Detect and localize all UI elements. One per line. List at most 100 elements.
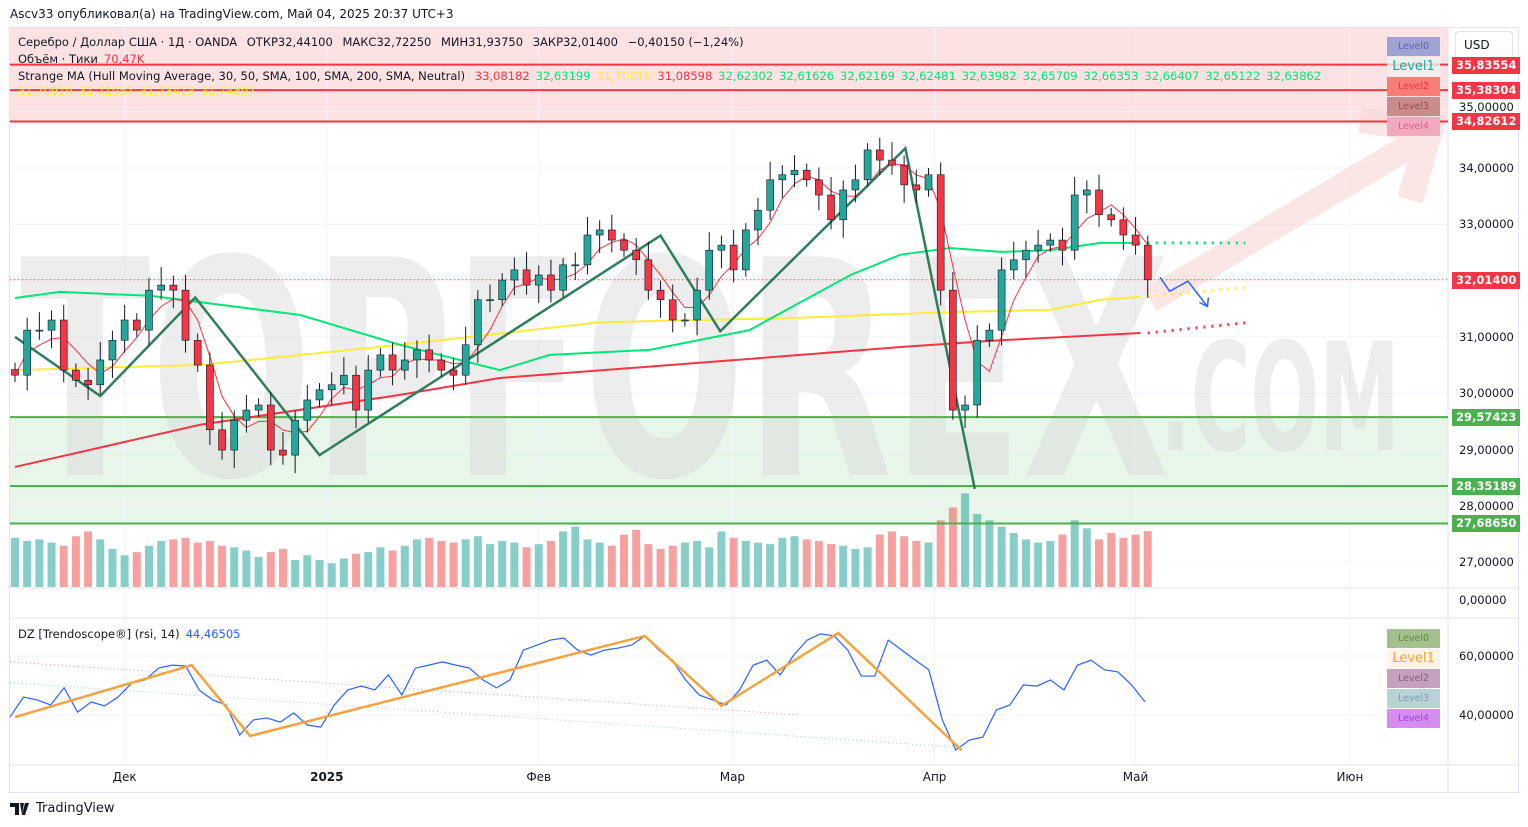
volume-bar: [534, 544, 543, 587]
volume-bar: [693, 540, 702, 587]
candle-body: [133, 319, 141, 331]
tradingview-logo[interactable]: TradingView: [10, 801, 115, 816]
volume-bar: [400, 545, 409, 587]
volume-bar: [157, 540, 166, 587]
ma-value: 32,66407: [1144, 69, 1200, 83]
volume-bar: [583, 539, 592, 587]
rsi-level-legend-0[interactable]: Level0: [1387, 629, 1440, 648]
candle-body: [620, 239, 628, 251]
open-value: ОТКР32,44100: [246, 35, 333, 49]
volume-bar: [766, 544, 775, 587]
candle-body: [705, 249, 714, 291]
volume-bar: [59, 545, 68, 587]
candle-body: [486, 299, 494, 302]
volume-bar: [278, 548, 287, 587]
candle-body: [936, 174, 945, 291]
volume-bar: [1143, 531, 1152, 587]
volume-bar: [961, 493, 970, 587]
candle-body: [364, 369, 373, 411]
volume-axis-tick: 0,00000: [1459, 593, 1507, 607]
sma100-line: [14, 295, 1141, 372]
volume-bar: [985, 520, 994, 587]
level-legend-2[interactable]: Level2: [1387, 77, 1440, 96]
candle-body: [303, 399, 312, 421]
volume-bar: [839, 545, 848, 587]
zigzag-line: [14, 145, 977, 490]
volume-bar: [120, 555, 129, 587]
volume-bar: [997, 526, 1006, 587]
candle-body: [534, 274, 543, 286]
volume-bar: [376, 547, 385, 587]
candle-body: [681, 319, 689, 322]
volume-bar: [23, 540, 32, 587]
candle-body: [559, 264, 567, 291]
volume-bar: [705, 547, 714, 587]
candle-body: [827, 194, 835, 221]
volume-bar: [912, 540, 921, 587]
candle-body: [875, 149, 884, 161]
candle-body: [1095, 189, 1103, 216]
ma-value: 32,63982: [961, 69, 1017, 83]
level-legend-3[interactable]: Level3: [1387, 97, 1440, 116]
volume-bar: [486, 544, 495, 587]
forecast-arrow-icon: [1159, 276, 1209, 307]
candle-body: [741, 229, 750, 271]
time-axis-tick: Июн: [1336, 770, 1364, 784]
volume-bar: [973, 513, 982, 587]
volume-bar: [71, 536, 80, 587]
level-legend-1[interactable]: Level1: [1387, 57, 1440, 76]
rsi-level-legend-2[interactable]: Level2: [1387, 669, 1440, 688]
ma-label[interactable]: Strange MA (Hull Moving Average, 30, 50,…: [18, 69, 466, 83]
rsi-level-legend-3[interactable]: Level3: [1387, 689, 1440, 708]
rsi-level-legend-4[interactable]: Level4: [1387, 709, 1440, 728]
candle-body: [888, 159, 896, 166]
volume-bar: [205, 540, 214, 587]
candle-body: [388, 354, 397, 371]
high-value: МАКС32,72250: [342, 35, 432, 49]
volume-bar: [936, 520, 945, 587]
volume-bar: [327, 563, 336, 587]
candle-body: [193, 339, 202, 366]
candle-body: [547, 274, 555, 291]
level-legend-0[interactable]: Level0: [1387, 37, 1440, 56]
candle-body: [340, 374, 348, 386]
candle-body: [656, 289, 665, 301]
rsi-level-legend-1[interactable]: Level1: [1387, 649, 1440, 668]
volume-label[interactable]: Объём · Тики: [18, 52, 98, 66]
candle-body: [1022, 249, 1030, 261]
volume-bar: [473, 536, 482, 587]
candle-body: [327, 384, 336, 391]
candle-body: [583, 234, 592, 266]
candle-body: [315, 389, 324, 401]
volume-bar: [84, 531, 93, 587]
ma-value: 31,74897...: [200, 84, 267, 98]
volume-bar: [449, 542, 458, 587]
rsi-axis-tick: 60,00000: [1459, 649, 1514, 663]
volume-bar: [266, 552, 275, 587]
price-axis-tick: 31,00000: [1459, 329, 1514, 344]
volume-bar: [169, 539, 178, 587]
candle-body: [608, 229, 616, 241]
volume-bar: [425, 537, 434, 587]
ma-value: 32,65122: [1205, 69, 1261, 83]
rsi-label[interactable]: DZ [Trendoscope®] (rsi, 14): [18, 627, 180, 641]
price-axis-tick: 33,00000: [1459, 217, 1514, 232]
price-axis-tick: 27,00000: [1459, 555, 1514, 570]
candle-body: [47, 319, 56, 331]
ma-value: 31,70919: [18, 84, 73, 98]
candle-body: [1083, 189, 1091, 196]
currency-button[interactable]: USD: [1455, 31, 1513, 59]
level-legend-4[interactable]: Level4: [1387, 117, 1440, 136]
candle-body: [644, 259, 653, 291]
resistance-zone: [10, 28, 1448, 122]
ma-value: 32,62481: [900, 69, 956, 83]
candle-body: [802, 169, 811, 181]
volume-bar: [656, 548, 665, 587]
price-axis-tick: 29,00000: [1459, 442, 1514, 457]
volume-legend: Объём · Тики 70,47K: [18, 52, 150, 67]
symbol-name[interactable]: Серебро / Доллар США · 1Д · OANDA: [18, 35, 238, 49]
volume-bar: [680, 542, 689, 587]
candle-body: [1131, 234, 1140, 246]
volume-bar: [875, 534, 884, 587]
